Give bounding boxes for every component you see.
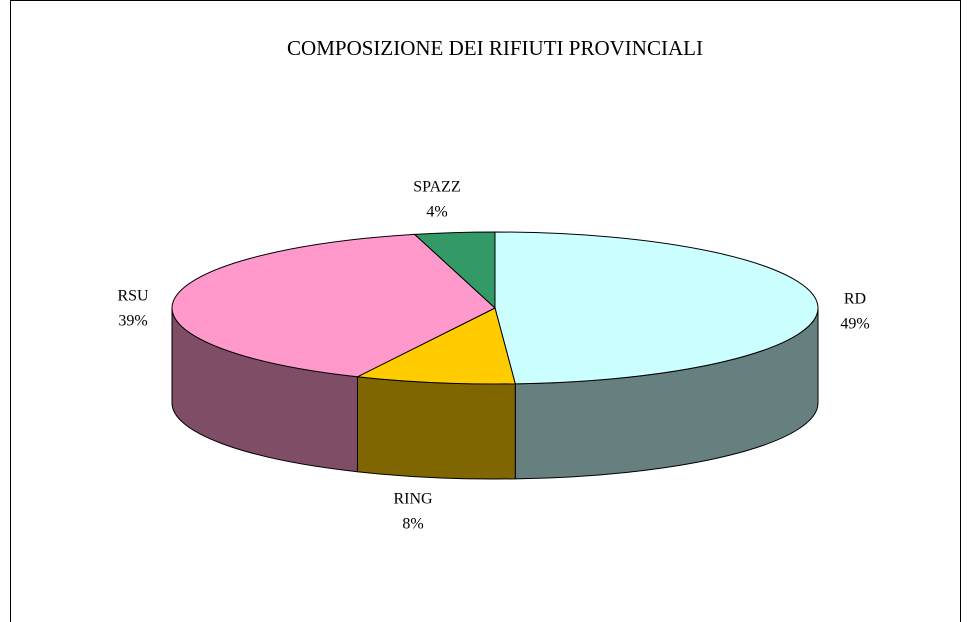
- pie-slice: [355, 307, 516, 385]
- chart-title: COMPOSIZIONE DEI RIFIUTI PROVINCIALI: [287, 36, 703, 60]
- slice-value-label: 8%: [402, 516, 423, 533]
- slice-label: RSU: [117, 288, 149, 305]
- slice-value-label: 39%: [118, 313, 147, 330]
- pie-slice: [494, 231, 819, 385]
- slice-label: SPAZZ: [413, 179, 460, 196]
- pie-slice: [413, 231, 496, 310]
- pie-slice: [171, 233, 496, 378]
- slice-value-label: 49%: [840, 316, 869, 333]
- slice-label: RD: [844, 291, 866, 308]
- slice-label: RING: [393, 491, 433, 508]
- pie-side: [356, 376, 516, 480]
- slice-value-label: 4%: [426, 204, 447, 221]
